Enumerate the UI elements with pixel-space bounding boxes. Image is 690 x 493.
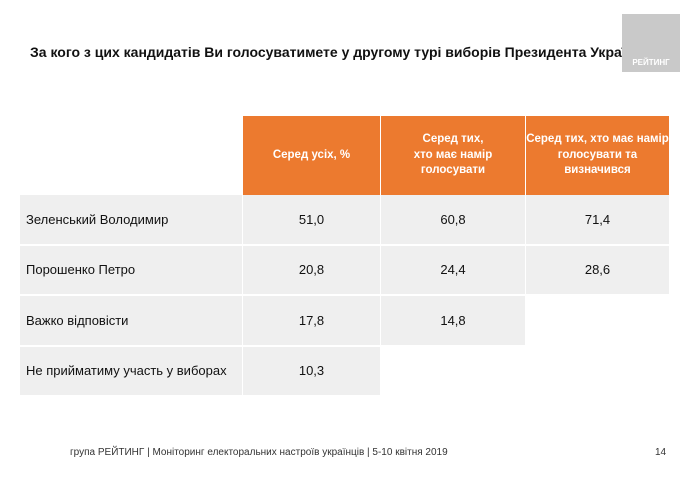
- column-header: Серед тих, хто має намір голосувати: [381, 116, 526, 195]
- cell-value: 20,8: [243, 245, 381, 296]
- logo-text: РЕЙТИНГ: [632, 58, 670, 67]
- row-label: Порошенко Петро: [20, 245, 243, 296]
- page-number: 14: [655, 447, 667, 458]
- cell-value: 24,4: [381, 245, 526, 296]
- column-header: Серед усіх, %: [243, 116, 381, 195]
- cell-value: 28,6: [526, 245, 670, 296]
- footer: група РЕЙТИНГ | Моніторинг електоральних…: [70, 447, 448, 458]
- cell-value: 10,3: [243, 346, 381, 397]
- row-label: Важко відповісти: [20, 296, 243, 347]
- cell-value: 71,4: [526, 195, 670, 246]
- slide-title: За кого з цих кандидатів Ви голосуватиме…: [30, 44, 652, 60]
- cell-value: 17,8: [243, 296, 381, 347]
- logo: РЕЙТИНГ: [622, 14, 680, 72]
- cell-value: 51,0: [243, 195, 381, 246]
- cell-value: 60,8: [381, 195, 526, 246]
- cell-value: 14,8: [381, 296, 526, 347]
- column-header: Серед тих, хто має намір голосувати та в…: [526, 116, 670, 195]
- row-label: Не прийматиму участь у виборах: [20, 346, 243, 397]
- row-label: Зеленський Володимир: [20, 195, 243, 246]
